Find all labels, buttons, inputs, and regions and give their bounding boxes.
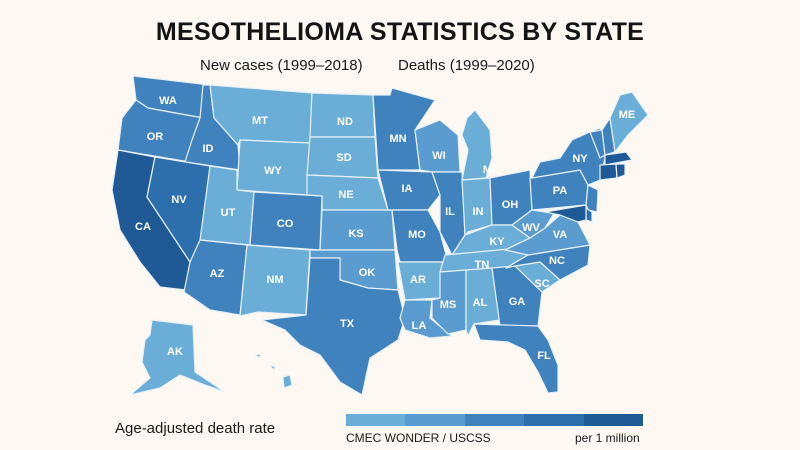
svg-text:MT: MT	[252, 115, 268, 127]
svg-text:AL: AL	[473, 297, 488, 309]
svg-text:NE: NE	[338, 189, 353, 201]
svg-text:NY: NY	[572, 153, 588, 165]
svg-text:VA: VA	[553, 229, 568, 241]
svg-text:KS: KS	[348, 228, 363, 240]
svg-text:MS: MS	[440, 299, 457, 311]
state-HI[interactable]	[254, 353, 293, 389]
legend-swatch-5	[583, 414, 644, 426]
svg-text:MN: MN	[389, 133, 406, 145]
legend-title: Age-adjusted death rate	[115, 420, 276, 437]
svg-text:GA: GA	[509, 296, 526, 308]
state-NM[interactable]	[239, 244, 311, 317]
svg-text:OH: OH	[502, 199, 519, 211]
legend-swatch-1	[346, 414, 406, 426]
state-TX[interactable]	[261, 257, 406, 396]
state-IA[interactable]	[377, 169, 441, 211]
state-FL[interactable]	[473, 323, 559, 394]
svg-text:WV: WV	[522, 222, 540, 234]
state-AK[interactable]	[129, 319, 226, 396]
legend-swatch-3	[464, 414, 525, 426]
svg-text:SD: SD	[336, 152, 351, 164]
subtitle-deaths: Deaths (1999–2020)	[398, 57, 535, 74]
legend-swatch-2	[405, 414, 465, 426]
data-source: CMEC WONDER / USCSS	[346, 431, 491, 445]
svg-text:SC: SC	[534, 278, 549, 290]
svg-text:AR: AR	[410, 274, 426, 286]
svg-text:OR: OR	[147, 131, 164, 143]
svg-text:UT: UT	[221, 207, 236, 219]
svg-text:NC: NC	[549, 255, 565, 267]
svg-text:MI: MI	[483, 164, 495, 176]
svg-text:IL: IL	[445, 206, 455, 218]
page-title: MESOTHELIOMA STATISTICS BY STATE	[155, 18, 645, 46]
svg-text:CA: CA	[135, 221, 151, 233]
svg-text:WY: WY	[264, 165, 282, 177]
legend-unit: per 1 million	[575, 431, 640, 445]
state-NJ[interactable]	[585, 184, 599, 213]
state-labels: WA OR CA ID NV MT WY UT CO AZ NM ND SD N…	[135, 95, 635, 362]
svg-text:LA: LA	[412, 320, 427, 332]
svg-text:KY: KY	[489, 236, 505, 248]
state-MD[interactable]	[544, 204, 587, 223]
state-RI[interactable]	[615, 163, 626, 179]
svg-text:WA: WA	[159, 95, 177, 107]
state-IN[interactable]	[461, 177, 493, 236]
legend-swatch-4	[524, 414, 584, 426]
svg-text:FL: FL	[537, 350, 551, 362]
svg-text:CO: CO	[277, 218, 294, 230]
svg-text:MO: MO	[408, 229, 426, 241]
subtitle-new-cases: New cases (1999–2018)	[200, 57, 363, 74]
svg-text:AK: AK	[167, 346, 183, 358]
svg-text:IN: IN	[473, 206, 484, 218]
svg-text:NM: NM	[266, 274, 283, 286]
svg-text:TX: TX	[340, 318, 355, 330]
state-WI[interactable]	[414, 119, 461, 173]
svg-text:ME: ME	[619, 109, 636, 121]
state-ME[interactable]	[609, 91, 649, 153]
svg-text:AZ: AZ	[210, 268, 225, 280]
svg-text:PA: PA	[553, 185, 568, 197]
state-CT[interactable]	[599, 163, 618, 181]
svg-text:TN: TN	[475, 259, 490, 271]
state-MA[interactable]	[604, 151, 633, 166]
svg-text:ND: ND	[337, 116, 353, 128]
svg-text:NV: NV	[171, 194, 187, 206]
svg-text:ID: ID	[203, 143, 214, 155]
legend-color-scale	[346, 414, 644, 426]
svg-text:IA: IA	[402, 183, 413, 195]
svg-text:WI: WI	[432, 150, 445, 162]
svg-text:OK: OK	[359, 267, 376, 279]
